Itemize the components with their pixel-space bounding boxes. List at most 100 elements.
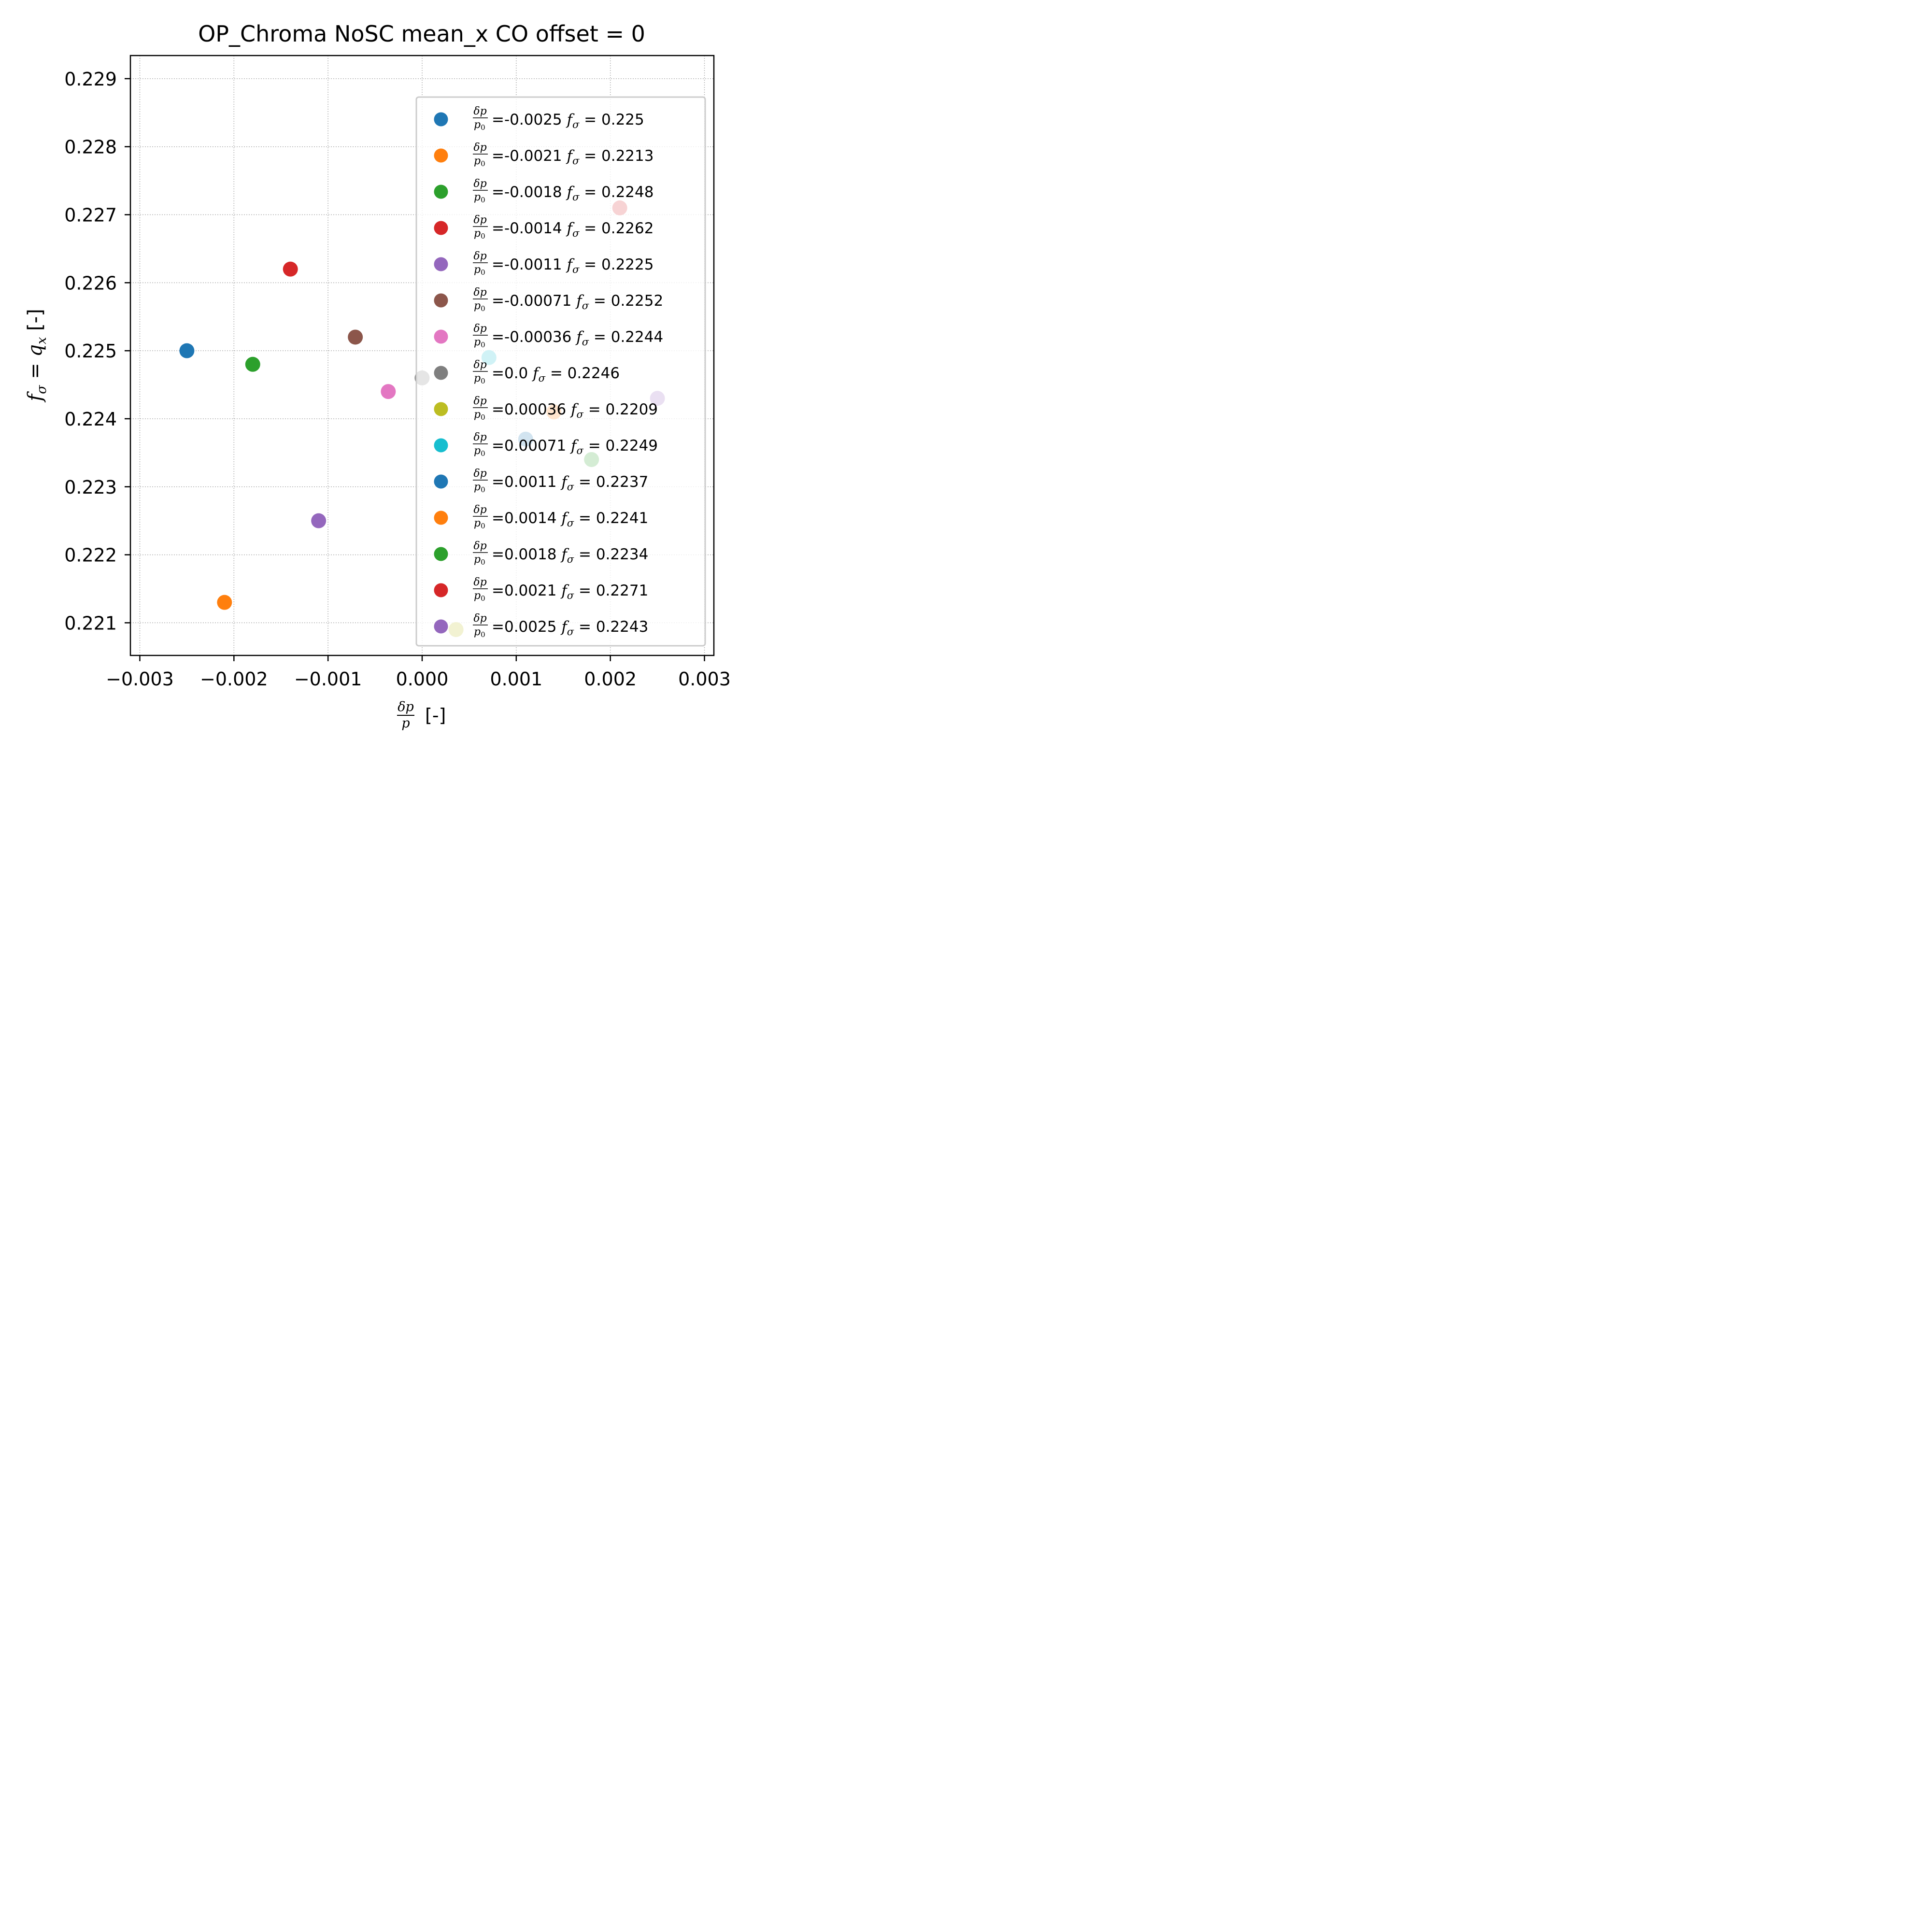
legend-frac-num: δp	[473, 431, 486, 443]
legend-entry: δp p0 =-0.00071 fσ = 0.2252	[473, 286, 663, 313]
x-tick-label: −0.003	[106, 668, 174, 690]
chart-title: OP_Chroma NoSC mean_x CO offset = 0	[198, 21, 645, 47]
legend-frac-num: δp	[473, 142, 486, 154]
plot-frame	[129, 55, 715, 656]
legend-frac-den: p0	[474, 264, 485, 277]
data-point	[179, 343, 195, 358]
legend-label: =0.00036 fσ = 0.2209	[492, 401, 658, 420]
legend-marker	[434, 402, 448, 416]
legend-frac-den: p0	[474, 119, 485, 132]
axis-ticks: −0.003 −0.002 −0.001 0.000 0.001 0.002 0.003 0.…	[64, 69, 731, 690]
legend-label: =-0.00071 fσ = 0.2252	[492, 292, 663, 312]
legend-frac-den: p0	[474, 300, 485, 313]
y-tick-label: 0.221	[64, 612, 117, 634]
legend-entry: δp p0 =-0.0011 fσ = 0.2225	[473, 250, 653, 277]
legend-label: =0.0025 fσ = 0.2243	[492, 618, 648, 638]
legend-frac-den: p0	[474, 517, 485, 530]
legend-marker	[434, 221, 448, 235]
legend-frac-num: δp	[473, 286, 486, 298]
legend-marker	[434, 185, 448, 199]
y-tick-label: 0.222	[64, 545, 117, 566]
legend-label: =0.00071 fσ = 0.2249	[492, 437, 658, 456]
legend-frac-num: δp	[473, 540, 486, 552]
scatter-chart: OP_Chroma NoSC mean_x CO offset = 0 −0.0…	[0, 0, 753, 753]
legend-marker	[434, 438, 448, 453]
legend-box	[415, 96, 706, 647]
legend-frac-den: p0	[474, 626, 485, 639]
data-point	[245, 356, 260, 372]
legend-entry: δp p0 =0.0018 fσ = 0.2234	[473, 540, 648, 567]
legend-label: =-0.00036 fσ = 0.2244	[492, 328, 663, 348]
legend-frac-num: δp	[473, 214, 486, 226]
legend-frac-num: δp	[473, 178, 486, 190]
legend-label: =0.0 fσ = 0.2246	[492, 365, 620, 384]
legend-frac-den: p0	[474, 227, 485, 241]
y-tick-label: 0.224	[64, 409, 117, 430]
data-point	[283, 261, 298, 277]
legend-frac-num: δp	[473, 250, 486, 262]
x-tick-label: 0.003	[678, 668, 731, 690]
legend-marker	[434, 619, 448, 634]
y-tick-label: 0.223	[64, 477, 117, 498]
y-axis-label: fσ = qx [-]	[24, 309, 49, 402]
x-label-unit: [-]	[425, 705, 446, 726]
legend-frac-den: p0	[474, 191, 485, 204]
y-tick-label: 0.225	[64, 341, 117, 362]
legend-marker	[434, 329, 448, 344]
legend-label: =-0.0014 fσ = 0.2262	[492, 220, 653, 239]
y-axis-label-text: fσ = qx [-]	[24, 309, 49, 402]
legend-frac-num: δp	[473, 395, 486, 407]
legend-frac-den: p0	[474, 445, 485, 458]
x-axis-label: δp p [-]	[397, 699, 446, 731]
y-tick-label: 0.227	[64, 205, 117, 226]
x-tick-label: −0.002	[200, 668, 268, 690]
y-tick-label: 0.228	[64, 137, 117, 158]
legend-frac-den: p0	[474, 554, 485, 567]
legend-entry: δp p0 =0.00036 fσ = 0.2209	[473, 395, 658, 422]
legend-frac-num: δp	[473, 504, 486, 516]
x-label-frac-num: δp	[398, 699, 414, 714]
legend-marker	[434, 112, 448, 127]
legend-frac-den: p0	[474, 155, 485, 168]
x-tick-label: 0.000	[396, 668, 449, 690]
legend-marker	[434, 366, 448, 380]
legend-label: =-0.0025 fσ = 0.225	[492, 111, 644, 130]
data-point	[311, 513, 327, 528]
data-point	[217, 595, 232, 610]
legend-frac-den: p0	[474, 481, 485, 494]
legend-frac-num: δp	[473, 612, 486, 625]
legend-frac-den: p0	[474, 409, 485, 422]
legend-frac-den: p0	[474, 372, 485, 385]
legend-frac-den: p0	[474, 590, 485, 603]
legend-frac-num: δp	[473, 576, 486, 588]
legend-marker	[434, 547, 448, 561]
legend-label: =0.0018 fσ = 0.2234	[492, 546, 648, 565]
legend-marker	[434, 474, 448, 489]
legend-label: =0.0021 fσ = 0.2271	[492, 582, 648, 601]
legend-label: =0.0014 fσ = 0.2241	[492, 510, 648, 529]
legend-marker	[434, 293, 448, 308]
data-point	[348, 329, 363, 345]
legend-entry: δp p0 =0.0021 fσ = 0.2271	[473, 576, 648, 603]
legend-label: =-0.0018 fσ = 0.2248	[492, 184, 653, 203]
legend-label: =-0.0011 fσ = 0.2225	[492, 256, 653, 275]
y-tick-label: 0.229	[64, 69, 117, 90]
legend-frac-num: δp	[473, 105, 486, 117]
x-tick-label: 0.001	[490, 668, 542, 690]
legend-frac-den: p0	[474, 336, 485, 349]
legend-frac-num: δp	[473, 468, 486, 480]
legend-marker	[434, 257, 448, 271]
legend-frac-num: δp	[473, 323, 486, 335]
legend-label: =0.0011 fσ = 0.2237	[492, 473, 648, 493]
x-label-frac-den: p	[401, 716, 410, 731]
legend-frac-num: δp	[473, 359, 486, 371]
legend-marker	[434, 511, 448, 525]
